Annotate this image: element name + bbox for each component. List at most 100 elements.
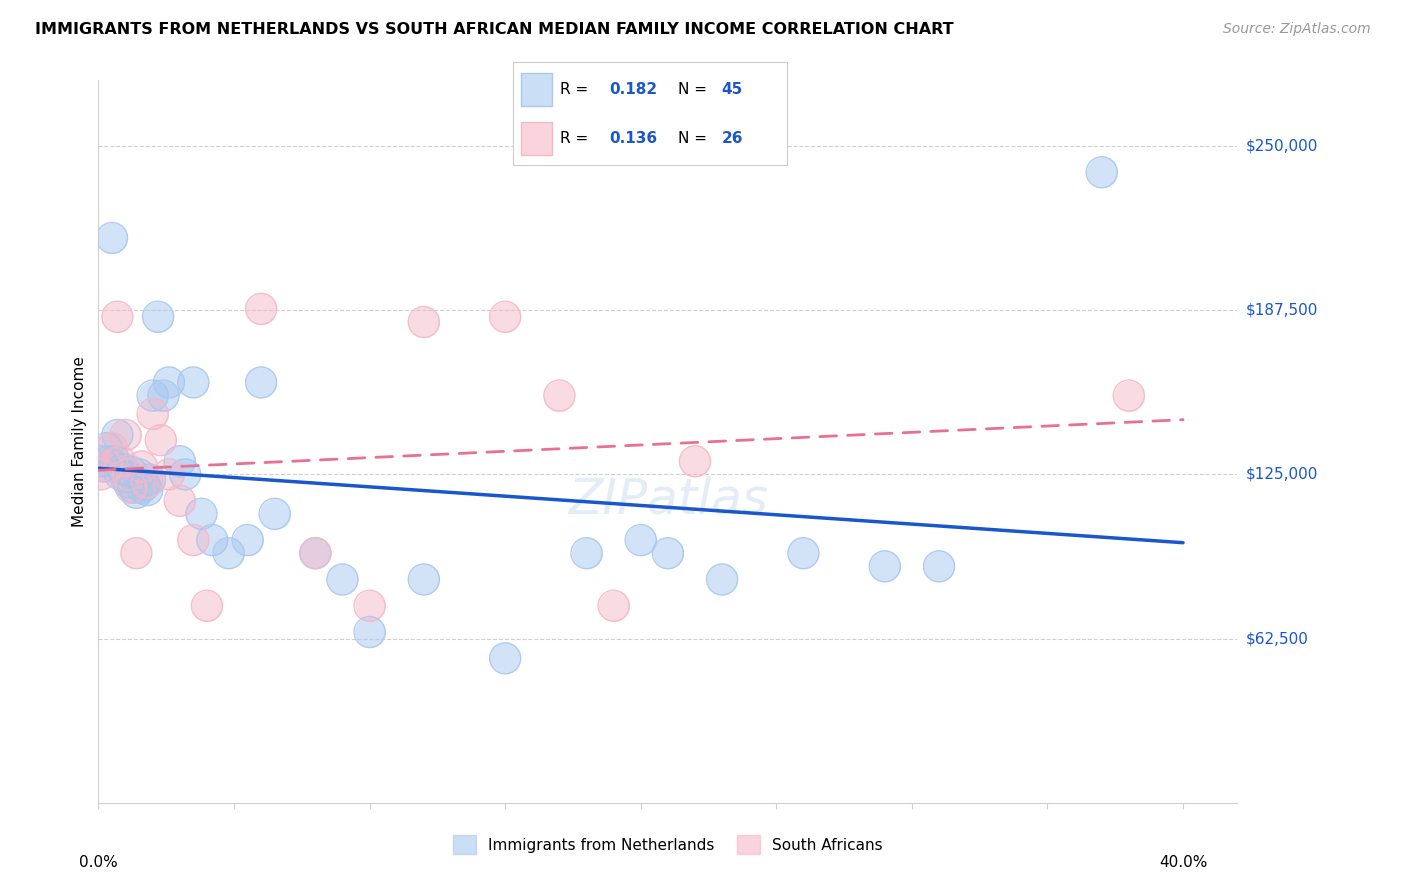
Point: [169, 454, 191, 468]
Point: [169, 493, 191, 508]
Point: [114, 428, 136, 442]
Point: [90, 467, 112, 482]
Text: 40.0%: 40.0%: [1159, 855, 1208, 871]
Point: [250, 301, 273, 316]
Point: [128, 467, 150, 482]
Point: [136, 475, 159, 490]
Point: [101, 231, 124, 245]
Point: [98, 454, 121, 468]
Text: N =: N =: [678, 81, 711, 96]
Point: [122, 481, 145, 495]
Point: [152, 388, 174, 402]
Point: [117, 475, 139, 490]
Point: [359, 625, 381, 640]
Point: [183, 376, 205, 390]
Text: 0.182: 0.182: [609, 81, 657, 96]
Point: [873, 559, 896, 574]
Point: [494, 310, 516, 324]
Point: [332, 573, 354, 587]
Point: [107, 310, 129, 324]
Point: [494, 310, 516, 324]
Point: [711, 573, 734, 587]
Point: [190, 507, 212, 521]
Point: [90, 454, 112, 468]
Point: [104, 454, 127, 468]
Point: [157, 376, 180, 390]
Point: [711, 573, 734, 587]
Point: [101, 441, 124, 455]
Text: $125,000: $125,000: [1246, 467, 1317, 482]
Point: [122, 481, 145, 495]
Point: [101, 441, 124, 455]
Point: [114, 470, 136, 484]
Text: N =: N =: [678, 131, 711, 146]
Point: [93, 459, 115, 474]
Point: [125, 485, 148, 500]
Point: [412, 315, 434, 329]
Point: [250, 376, 273, 390]
Point: [96, 441, 118, 455]
Text: $250,000: $250,000: [1246, 138, 1317, 153]
Point: [96, 459, 118, 474]
Point: [120, 465, 142, 479]
Point: [96, 459, 118, 474]
Point: [359, 599, 381, 613]
Point: [139, 473, 162, 487]
Point: [114, 428, 136, 442]
Point: [304, 546, 326, 560]
Text: Source: ZipAtlas.com: Source: ZipAtlas.com: [1223, 22, 1371, 37]
Point: [101, 231, 124, 245]
Text: $187,500: $187,500: [1246, 302, 1317, 318]
Point: [120, 465, 142, 479]
Point: [157, 467, 180, 482]
Point: [263, 507, 285, 521]
Point: [657, 546, 679, 560]
Text: R =: R =: [560, 81, 593, 96]
Point: [117, 467, 139, 482]
Point: [136, 483, 159, 497]
Point: [157, 376, 180, 390]
Point: [90, 454, 112, 468]
Point: [602, 599, 624, 613]
Point: [131, 459, 153, 474]
Point: [630, 533, 652, 547]
Point: [494, 651, 516, 665]
Point: [195, 599, 218, 613]
Legend: Immigrants from Netherlands, South Africans: Immigrants from Netherlands, South Afric…: [447, 830, 889, 860]
Point: [114, 470, 136, 484]
Point: [359, 599, 381, 613]
Point: [169, 454, 191, 468]
Point: [174, 467, 197, 482]
Point: [169, 493, 191, 508]
Point: [412, 573, 434, 587]
Point: [134, 478, 156, 492]
Point: [120, 481, 142, 495]
Point: [683, 454, 706, 468]
Point: [575, 546, 598, 560]
Point: [201, 533, 224, 547]
Point: [575, 546, 598, 560]
Point: [157, 467, 180, 482]
Point: [139, 473, 162, 487]
Point: [107, 428, 129, 442]
Point: [332, 573, 354, 587]
Point: [494, 651, 516, 665]
Point: [107, 310, 129, 324]
Text: $62,500: $62,500: [1246, 632, 1309, 646]
Point: [93, 459, 115, 474]
Point: [111, 462, 134, 476]
Point: [1091, 165, 1114, 179]
Point: [792, 546, 814, 560]
Point: [111, 462, 134, 476]
Point: [1091, 165, 1114, 179]
Point: [131, 481, 153, 495]
Point: [146, 310, 169, 324]
Text: ZIPatlas: ZIPatlas: [568, 475, 768, 524]
Point: [236, 533, 259, 547]
Point: [359, 625, 381, 640]
Text: 0.0%: 0.0%: [79, 855, 118, 871]
Point: [125, 546, 148, 560]
Point: [250, 376, 273, 390]
Point: [136, 475, 159, 490]
Point: [548, 388, 571, 402]
